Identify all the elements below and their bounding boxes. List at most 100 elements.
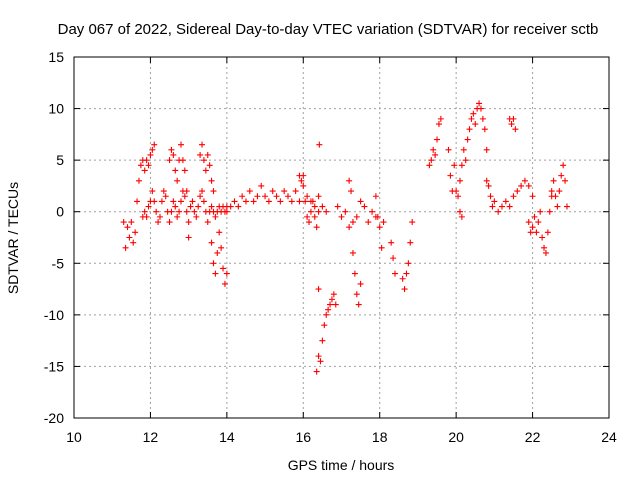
data-point [130,239,137,246]
data-point [548,188,555,195]
data-point [281,188,288,195]
data-point [357,280,364,287]
data-point [546,208,553,215]
data-point [437,115,444,122]
data-point [187,203,194,210]
data-point [210,188,217,195]
data-point [495,208,502,215]
data-point [479,115,486,122]
data-point [435,121,442,128]
data-point [197,193,204,200]
data-point [563,203,570,210]
data-point [447,172,454,179]
data-point [199,188,206,195]
data-point [145,203,152,210]
data-point [265,198,272,205]
data-point [151,198,158,205]
data-point [445,146,452,153]
data-point [149,188,156,195]
data-point [378,244,385,251]
data-point [221,280,228,287]
data-point [332,301,339,308]
data-point [208,239,215,246]
data-point [214,249,221,256]
data-point [313,224,320,231]
x-tick-label: 18 [372,429,388,445]
data-point [409,219,416,226]
data-point [430,146,437,153]
plot-frame [73,56,610,419]
data-point [122,244,129,251]
data-point [183,188,190,195]
data-point [510,193,517,200]
data-point [204,219,211,226]
x-tick-label: 24 [601,429,617,445]
data-point [556,188,563,195]
data-point [539,234,546,241]
data-point [388,239,395,246]
x-tick-label: 16 [295,429,311,445]
data-point [365,219,372,226]
data-point [239,193,246,200]
data-point [483,177,490,184]
y-tick-label: 0 [56,204,64,220]
data-point [315,208,322,215]
data-point [472,121,479,128]
data-point [369,208,376,215]
chart-title: Day 067 of 2022, Sidereal Day-to-day VTE… [58,21,599,38]
data-point [315,353,322,360]
data-point [544,229,551,236]
data-point [216,229,223,236]
data-point [277,198,284,205]
data-point [166,219,173,226]
data-point [399,275,406,282]
data-point [176,208,183,215]
data-series-sdtvar [120,100,570,375]
data-point [307,208,314,215]
data-point [158,198,165,205]
data-point [191,208,198,215]
data-point [145,162,152,169]
data-point [223,270,230,277]
data-point [514,188,521,195]
grid [74,57,609,418]
data-point [317,358,324,365]
data-point [246,188,253,195]
data-point [407,239,414,246]
data-point [195,203,202,210]
data-point [316,141,323,148]
data-point [126,234,133,241]
data-point [432,151,439,158]
data-point [512,126,519,133]
data-point [464,136,471,143]
data-point [499,203,505,210]
data-point [181,193,188,200]
data-point [542,249,549,256]
data-point [143,213,150,220]
data-point [508,121,515,128]
data-point [309,198,316,205]
data-point [525,182,532,189]
data-point [560,162,567,169]
data-point [533,229,540,236]
data-point [298,177,305,184]
data-point [491,198,498,205]
data-point [204,151,211,158]
data-point [296,198,303,205]
data-point [489,203,496,210]
data-point [376,224,383,231]
data-point [380,219,387,226]
data-point [476,100,483,107]
data-point [405,260,412,267]
y-tick-label: 15 [48,49,64,65]
data-point [527,229,534,236]
data-point [285,193,291,200]
x-tick-label: 10 [66,429,82,445]
data-point [328,296,335,303]
y-tick-label: -5 [52,255,65,271]
data-point [487,193,494,200]
data-point [231,198,238,205]
data-point [166,157,173,164]
data-point [242,198,249,205]
